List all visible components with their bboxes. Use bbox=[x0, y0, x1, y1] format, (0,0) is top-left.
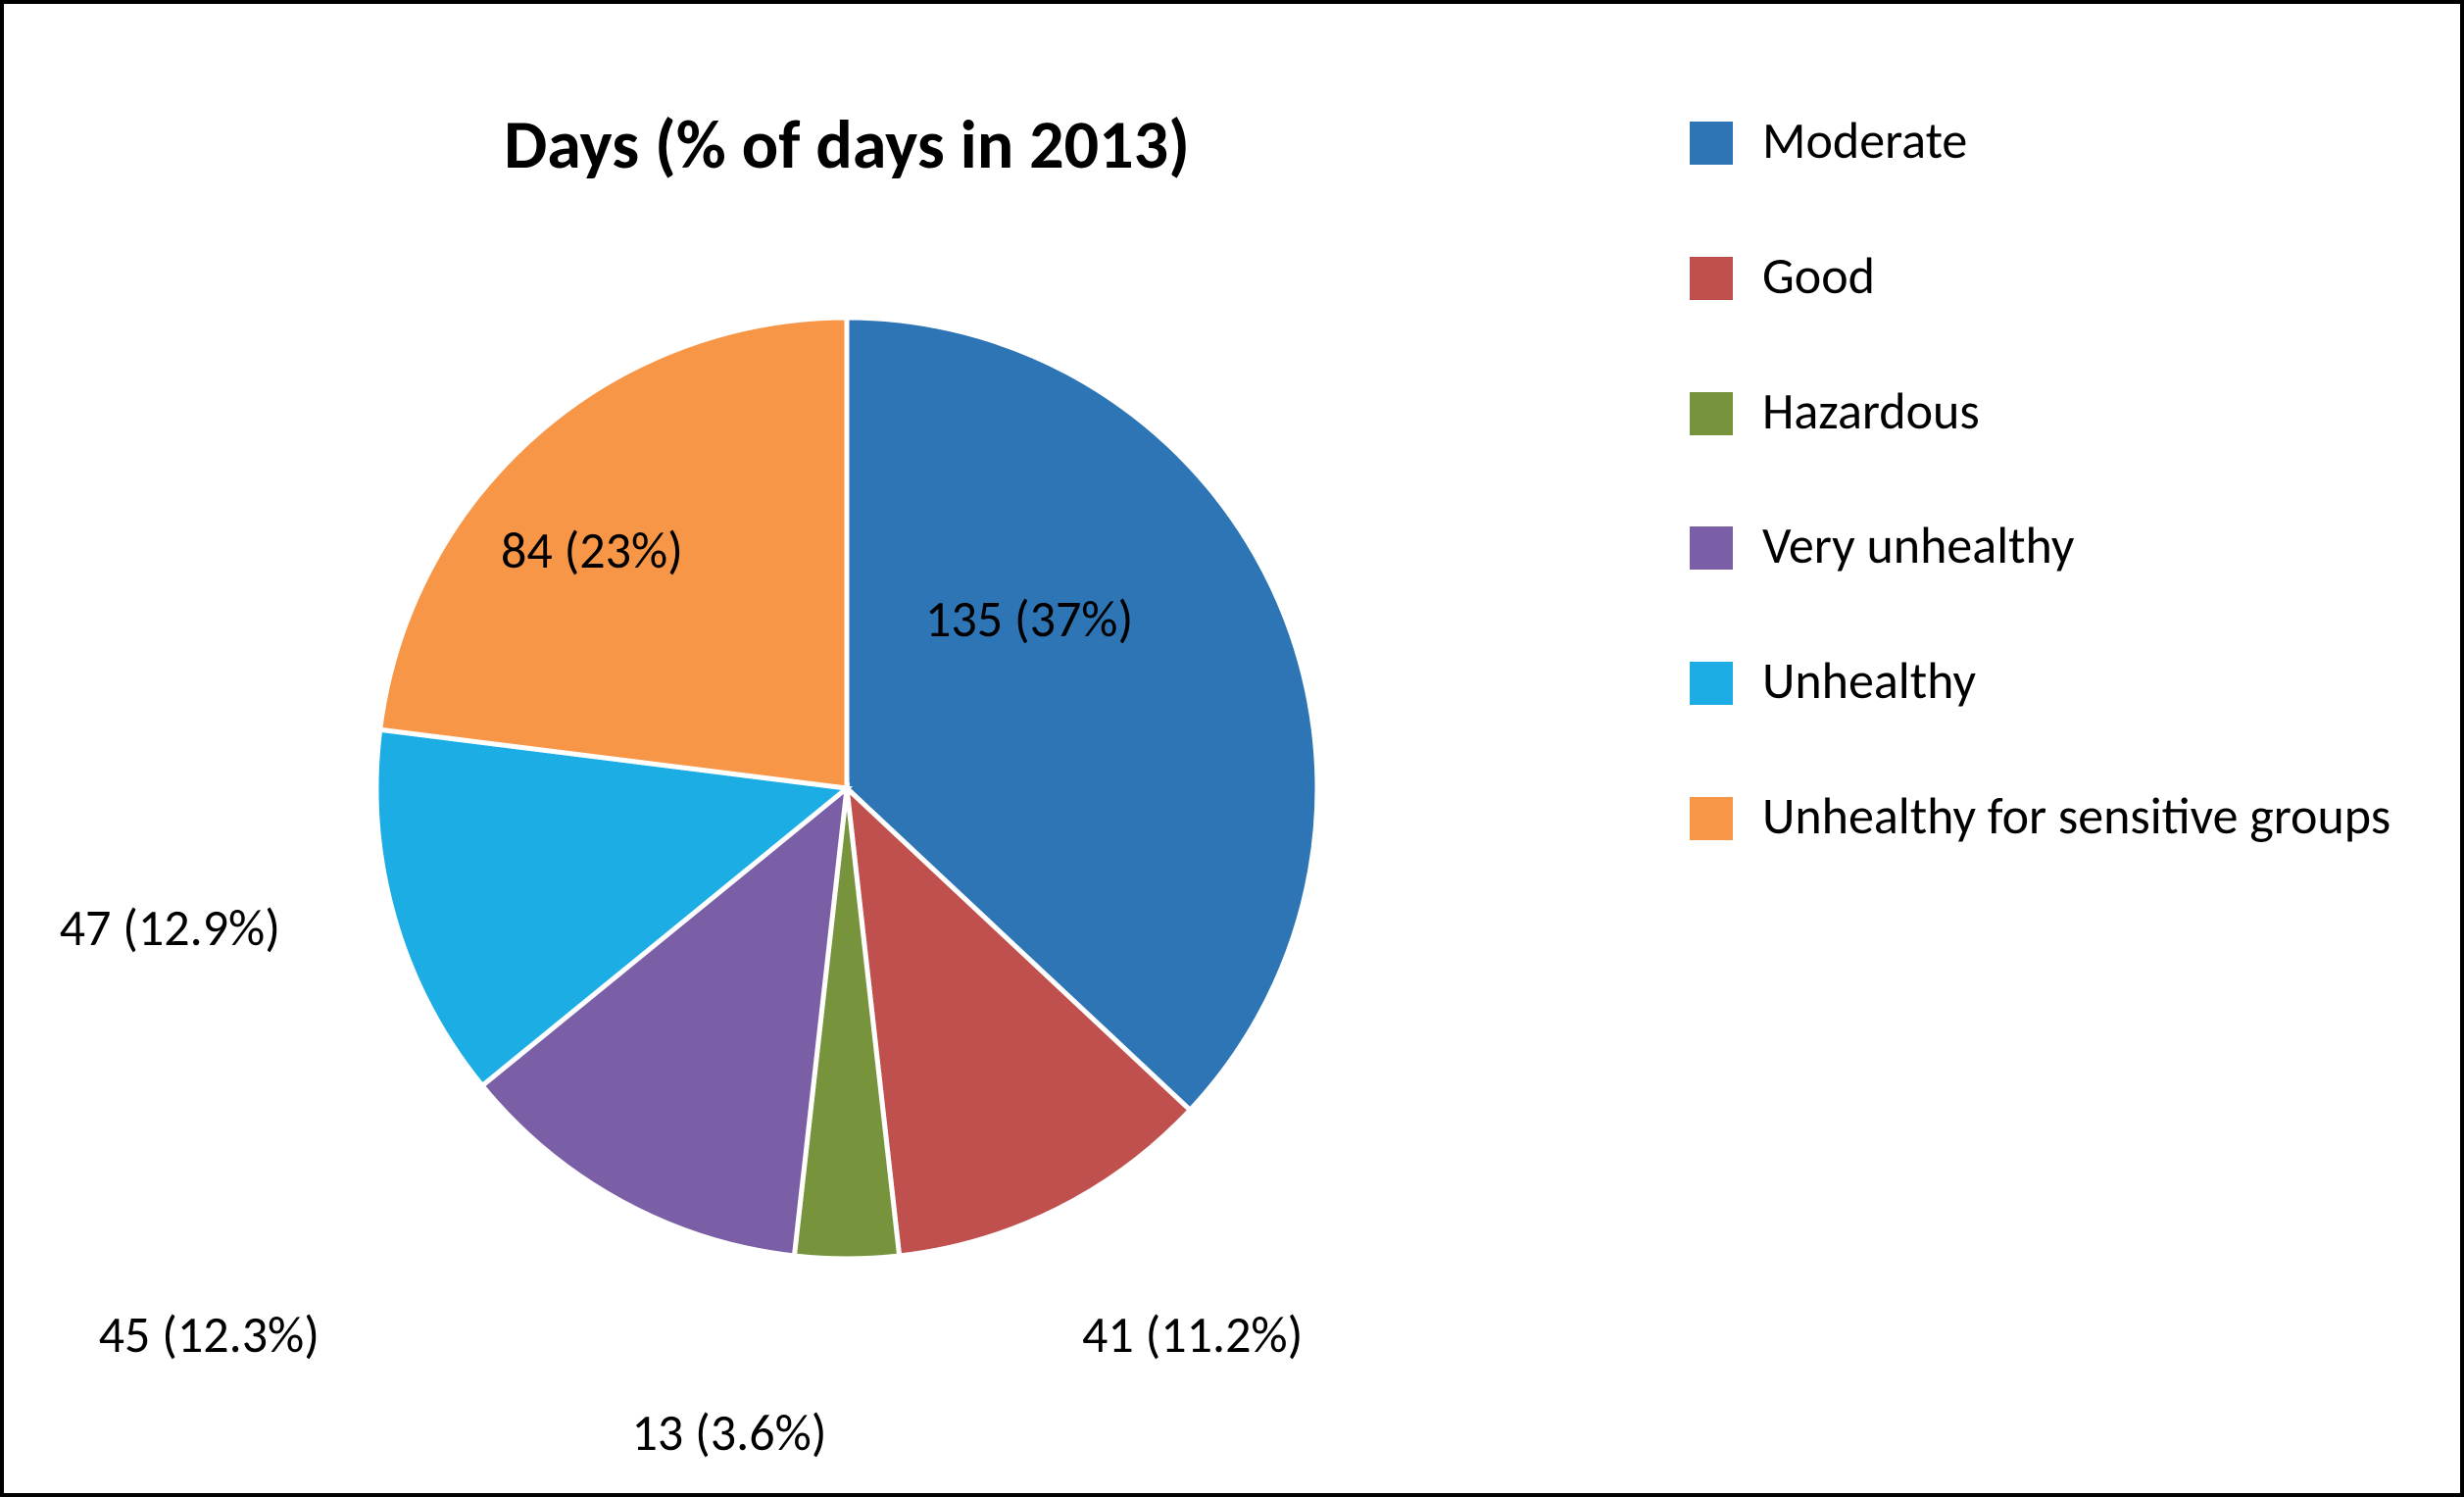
legend-item-veryunh: Very unhealthy bbox=[1690, 517, 2395, 575]
pie-svg bbox=[376, 318, 1317, 1259]
slice-label-hazardous: 13 (3.6%) bbox=[631, 1401, 826, 1464]
slice-label-good: 41 (11.2%) bbox=[1082, 1303, 1303, 1366]
slice-label-ufsg: 84 (23%) bbox=[501, 519, 683, 581]
slice-label-veryunh: 45 (12.3%) bbox=[99, 1303, 320, 1366]
pie-chart bbox=[376, 318, 1317, 1259]
legend-item-good: Good bbox=[1690, 247, 2395, 306]
legend-item-ufsg: Unhealthy for sensitive groups bbox=[1690, 787, 2395, 846]
legend-item-unhealthy: Unhealthy bbox=[1690, 652, 2395, 711]
legend-swatch-veryunh bbox=[1690, 526, 1733, 570]
legend-swatch-unhealthy bbox=[1690, 662, 1733, 705]
chart-title: Days (% of days in 2013) bbox=[259, 102, 1435, 186]
chart-frame: Days (% of days in 2013) 135 (37%) 41 (11… bbox=[0, 0, 2464, 1497]
legend-label-moderate: Moderate bbox=[1762, 112, 1967, 171]
legend-swatch-good bbox=[1690, 257, 1733, 300]
legend-swatch-ufsg bbox=[1690, 797, 1733, 840]
slice-label-moderate: 135 (37%) bbox=[925, 587, 1133, 650]
legend-label-hazardous: Hazardous bbox=[1762, 382, 1980, 441]
slice-label-unhealthy: 47 (12.9%) bbox=[60, 896, 280, 959]
legend-swatch-moderate bbox=[1690, 122, 1733, 165]
legend-item-moderate: Moderate bbox=[1690, 112, 2395, 171]
legend-label-unhealthy: Unhealthy bbox=[1762, 652, 1976, 711]
legend: Moderate Good Hazardous Very unhealthy Unhea… bbox=[1690, 112, 2395, 923]
legend-swatch-hazardous bbox=[1690, 392, 1733, 435]
legend-label-good: Good bbox=[1762, 247, 1875, 306]
legend-item-hazardous: Hazardous bbox=[1690, 382, 2395, 441]
legend-label-ufsg: Unhealthy for sensitive groups bbox=[1762, 787, 2390, 846]
legend-label-veryunh: Very unhealthy bbox=[1762, 517, 2074, 575]
